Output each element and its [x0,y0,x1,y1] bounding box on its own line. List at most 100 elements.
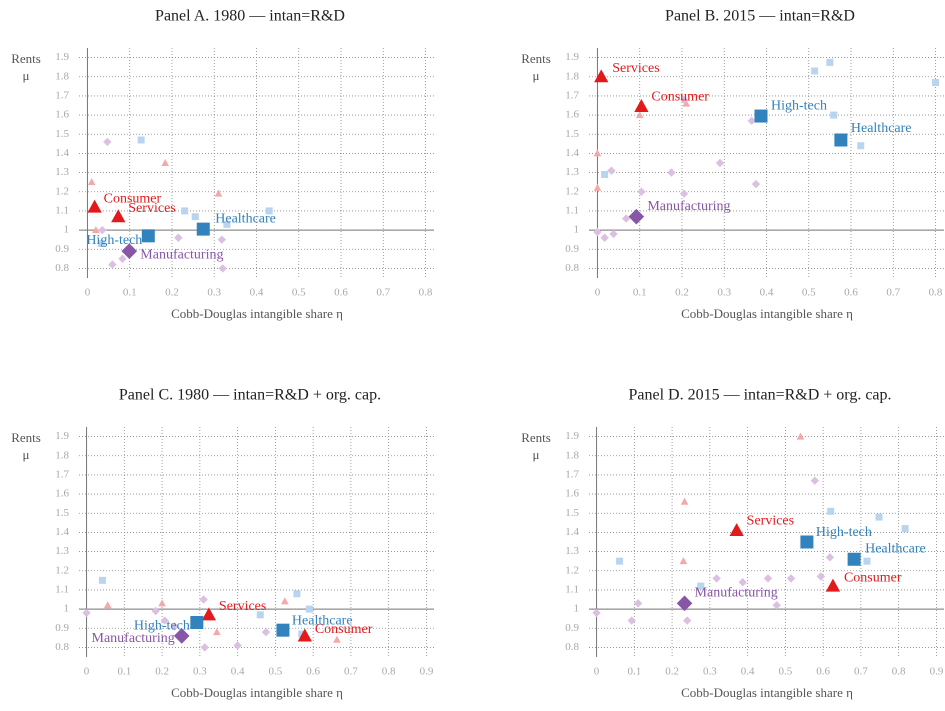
diamond-marker [627,616,636,625]
y-tick-label: 1.5 [55,507,69,519]
x-tick-label: 0.3 [193,666,207,678]
square-marker [932,79,940,86]
diamond-marker [103,137,112,147]
y-tick-label: 0.9 [55,622,69,634]
diamond-marker [174,233,183,242]
y-tick-label: 1.7 [55,89,69,101]
y-tick-label: 1.8 [55,449,69,461]
x-tick-label: 0.7 [854,666,868,678]
diamond-marker [679,189,689,198]
series-label: High-tech [771,98,827,113]
y-tick-label: 1.8 [565,70,579,82]
y-tick-label: 1.7 [565,89,579,101]
square-marker [857,142,865,150]
x-tick-label: 0.5 [779,666,793,678]
y-tick-label: 1.6 [55,109,69,121]
x-tick-label: 0.4 [741,666,755,678]
x-tick-label: 0.1 [123,287,137,299]
y-tick-label: 1.7 [55,468,69,480]
square-marker [305,605,313,613]
diamond-marker [609,229,618,239]
diamond-marker [199,595,208,604]
y-tick-label: 1.7 [565,468,579,480]
x-tick-label: 0.8 [419,287,433,299]
series-label: Consumer [844,570,902,585]
triangle-marker [634,99,649,113]
y-tick-label: 1.6 [565,488,579,500]
series-label: Consumer [315,622,373,637]
diamond-marker [173,628,190,644]
square-marker [293,590,301,598]
y-tick-label: 1.2 [565,185,579,197]
y-tick-label: 1.2 [565,564,579,576]
panel-title: Panel B. 2015 — intan=R&D [665,8,855,25]
y-axis-label: Rents [521,430,551,445]
square-marker [601,171,609,178]
x-tick-label: 0 [595,287,601,299]
diamond-marker [738,578,747,587]
x-tick-label: 0.3 [717,287,731,299]
square-marker [223,220,231,228]
y-tick-label: 1.1 [565,583,579,595]
x-tick-label: 0.1 [633,287,647,299]
triangle-marker [635,111,644,119]
square-marker [830,111,838,119]
y-tick-label: 1.1 [55,583,69,595]
x-axis-label: Cobb-Douglas intangible share η [171,306,343,321]
square-marker [191,213,199,221]
y-tick-label: 1.9 [565,51,579,63]
diamond-marker [217,235,227,244]
x-tick-label: 0.9 [420,666,434,678]
x-tick-label: 0.7 [886,287,900,299]
diamond-marker [261,627,271,637]
series-label: Services [747,514,794,529]
x-axis-label: Cobb-Douglas intangible share η [171,685,343,700]
y-tick-label: 1.5 [55,128,69,140]
panel-title: Panel C. 1980 — intan=R&D + org. cap. [119,387,381,404]
square-marker [196,222,210,236]
x-tick-label: 0.2 [665,666,679,678]
diamond-marker [763,574,773,583]
series-label: Services [612,61,659,76]
y-tick-label: 0.8 [55,262,69,274]
triangle-marker [593,149,602,157]
triangle-marker [796,432,805,440]
square-marker [863,557,871,565]
x-tick-label: 0.6 [844,287,858,299]
x-tick-label: 0.7 [344,666,358,678]
panel-title: Panel A. 1980 — intan=R&D [155,8,345,25]
diamond-marker [108,260,117,269]
x-tick-label: 0.8 [929,287,943,299]
x-axis-label: Cobb-Douglas intangible share η [681,306,853,321]
y-tick-label: 1.3 [55,545,69,557]
panel-title: Panel D. 2015 — intan=R&D + org. cap. [628,387,891,404]
square-marker [616,557,624,565]
triangle-marker [729,523,744,537]
y-axis-label: μ [533,447,540,462]
y-tick-label: 0.9 [565,243,579,255]
diamond-marker [592,608,601,618]
diamond-marker [628,208,645,225]
diamond-marker [676,595,693,612]
x-tick-label: 0.3 [703,666,717,678]
triangle-marker [594,69,609,83]
y-tick-label: 1.9 [55,430,69,442]
diamond-marker [712,574,721,583]
diamond-marker [621,214,631,223]
x-tick-label: 0 [594,666,600,678]
x-tick-label: 0.8 [382,666,396,678]
y-tick-label: 1.6 [55,488,69,500]
triangle-marker [333,635,341,643]
square-marker [97,240,105,247]
y-tick-label: 1 [64,603,70,615]
y-tick-label: 1.3 [565,545,579,557]
square-marker [265,207,273,215]
square-marker [826,58,834,66]
diamond-marker [772,601,781,610]
square-marker [181,207,189,215]
diamond-marker [816,572,826,581]
triangle-marker [111,209,126,223]
series-label: Manufacturing [140,247,223,262]
square-marker [98,576,106,584]
square-marker [137,136,145,144]
